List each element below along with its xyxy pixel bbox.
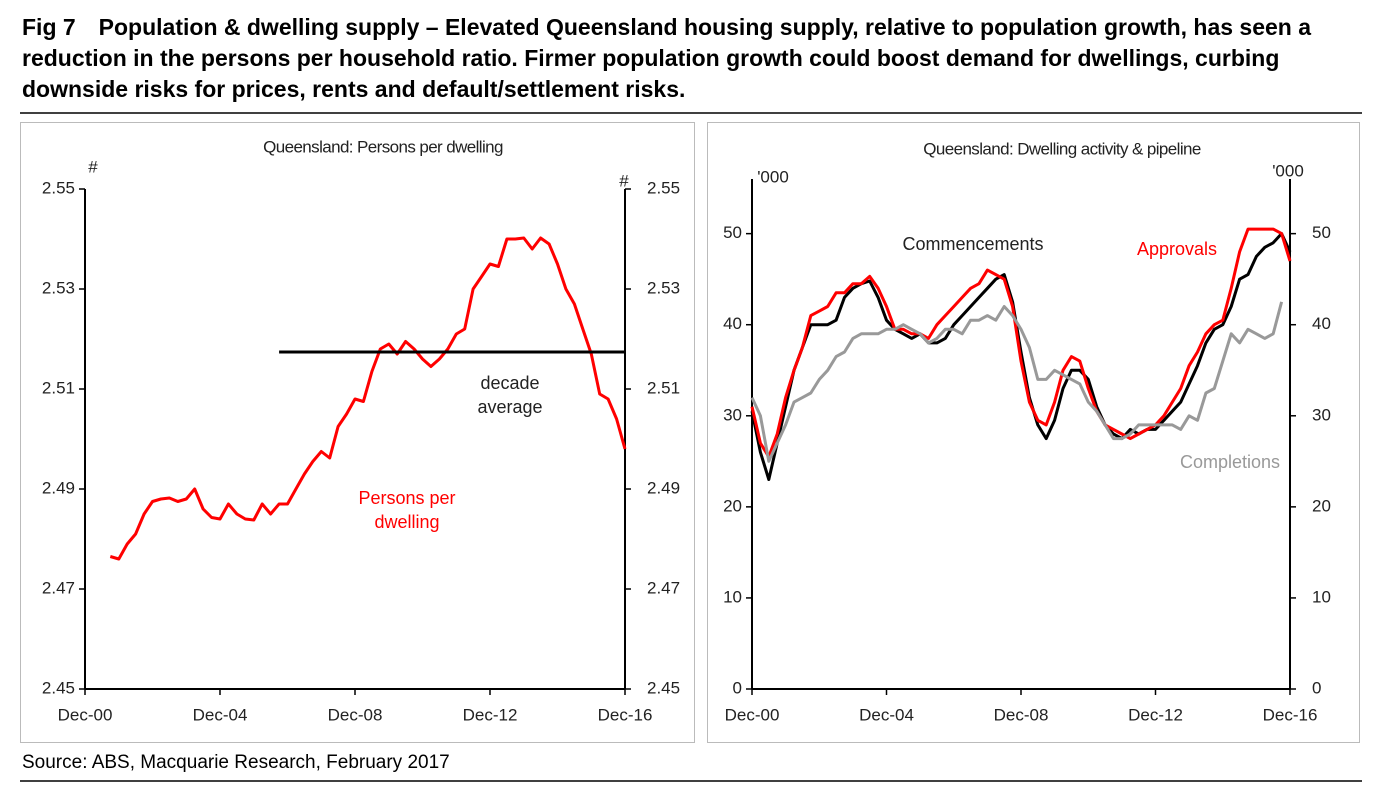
x-tick-label: Dec-00 <box>58 705 113 724</box>
y2-tick-label: 30 <box>1312 405 1331 424</box>
x-tick-label: Dec-12 <box>1128 705 1183 724</box>
chart-title: Queensland: Dwelling activity & pipeline <box>923 139 1201 158</box>
y-tick-label: 50 <box>723 223 742 242</box>
series-line <box>109 236 627 561</box>
panel <box>707 122 1360 743</box>
y-axis-label: '000 <box>757 167 789 186</box>
y-tick-label: 2.53 <box>42 278 75 297</box>
y-tick-label: 20 <box>723 496 742 515</box>
figure-source: Source: ABS, Macquarie Research, Februar… <box>22 752 450 773</box>
y2-tick-label: 20 <box>1312 496 1331 515</box>
y-tick-label: 30 <box>723 405 742 424</box>
y2-tick-label: 2.45 <box>647 678 680 697</box>
y2-tick-label: 2.51 <box>647 378 680 397</box>
x-tick-label: Dec-04 <box>859 705 914 724</box>
chart-title: Queensland: Persons per dwelling <box>263 137 503 156</box>
y2-tick-label: 50 <box>1312 223 1331 242</box>
y2-tick-label: 2.47 <box>647 578 680 597</box>
series-label: Commencements <box>902 234 1044 254</box>
y2-axis-label: '000 <box>1272 161 1304 180</box>
x-tick-label: Dec-16 <box>1263 705 1318 724</box>
y2-tick-label: 2.49 <box>647 478 680 497</box>
figure-title: Fig 7 Population & dwelling supply – Ele… <box>22 14 1312 102</box>
x-tick-label: Dec-08 <box>328 705 383 724</box>
series-label: decade average <box>477 373 543 417</box>
y-tick-label: 40 <box>723 314 742 333</box>
y2-tick-label: 0 <box>1312 678 1321 697</box>
y2-axis-label: # <box>619 171 629 190</box>
y-tick-label: 2.51 <box>42 378 75 397</box>
y2-tick-label: 2.53 <box>647 278 680 297</box>
y-tick-label: 2.45 <box>42 678 75 697</box>
x-tick-label: Dec-08 <box>994 705 1049 724</box>
x-tick-label: Dec-16 <box>598 705 653 724</box>
y2-tick-label: 10 <box>1312 587 1331 606</box>
x-tick-label: Dec-00 <box>725 705 780 724</box>
series-label: Persons per dwelling <box>358 488 456 532</box>
y-tick-label: 2.47 <box>42 578 75 597</box>
y2-tick-label: 2.55 <box>647 178 680 197</box>
series-label: Approvals <box>1136 239 1218 259</box>
y-tick-label: 0 <box>733 678 742 697</box>
y-tick-label: 2.55 <box>42 178 75 197</box>
x-tick-label: Dec-04 <box>193 705 248 724</box>
x-tick-label: Dec-12 <box>463 705 518 724</box>
series-line <box>750 301 1284 463</box>
series-label: Completions <box>1179 452 1281 472</box>
y2-tick-label: 40 <box>1312 314 1331 333</box>
y-tick-label: 2.49 <box>42 478 75 497</box>
y-axis-label: # <box>88 157 98 176</box>
panel <box>20 122 695 743</box>
y-tick-label: 10 <box>723 587 742 606</box>
series-line <box>750 227 1292 459</box>
